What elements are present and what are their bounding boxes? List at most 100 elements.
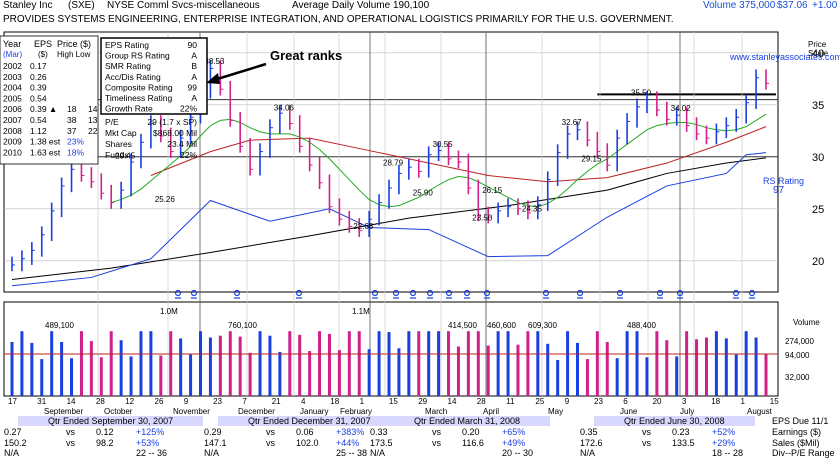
eps-row-year: 2006 [3, 104, 22, 114]
volume-bar [585, 359, 589, 396]
eps-row-year: 2007 [3, 115, 22, 125]
quarter-pe-range: 20 -- 30 [502, 448, 534, 458]
eps-subheader: ($) [38, 50, 48, 59]
eps-row-year: 2005 [3, 93, 22, 103]
volume-bar [159, 355, 163, 396]
rating-value: A [191, 72, 197, 82]
quarter-eps-current: 0.29 [204, 427, 222, 437]
volume-bar [347, 331, 351, 396]
event-marker [426, 289, 434, 297]
earnings-label: Earnings ($) [772, 427, 822, 437]
volume-tick-label: 274,000 [785, 337, 814, 346]
x-day-tick: 23 [594, 397, 603, 406]
eps-table [0, 35, 99, 165]
quarter-vs: vs [66, 438, 75, 448]
volume-bar [516, 344, 520, 396]
volume-bar [40, 359, 44, 396]
quarter-vs: vs [432, 427, 441, 437]
eps-row-high: 18 [67, 104, 77, 114]
rating-label: Timeliness Rating [105, 93, 173, 103]
div-pe-label: Div--P/E Range [772, 448, 835, 458]
rating-label: Acc/Dis Rating [105, 72, 161, 82]
volume-bar [724, 338, 728, 396]
volume-bar [179, 338, 183, 396]
volume-bar [278, 351, 282, 396]
rating-value: A [191, 51, 197, 61]
quarter-vs: vs [266, 427, 275, 437]
eps-due-date: EPS Due 11/1 [772, 416, 829, 426]
stat-value: 29 (1.7 x SP) [147, 117, 197, 127]
eps-row-value: 1.12 [30, 126, 47, 136]
great-ranks-annotation: Great ranks [270, 48, 342, 63]
quarter-eps-current: 0.35 [580, 427, 598, 437]
quarter-eps-current: 0.33 [370, 427, 388, 437]
quarter-title: Qtr Ended June 30, 2008 [594, 416, 755, 426]
price-annotation: 25.90 [413, 188, 434, 197]
price-change: +1.00 [812, 0, 838, 11]
event-marker [371, 289, 379, 297]
quarter-pe-range: 22 -- 36 [136, 448, 168, 458]
volume-annotation: 488,400 [627, 321, 656, 330]
stat-label: Funds [105, 150, 129, 160]
volume-bar [298, 334, 302, 396]
quarter-vs: vs [266, 438, 275, 448]
eps-row-year: 2009 [3, 137, 22, 147]
price-annotation: 23.50 [472, 213, 493, 222]
y-tick-label: 30 [812, 152, 824, 164]
x-month-label: September [44, 407, 83, 416]
volume-bar [566, 331, 570, 396]
eps-row-high: 37 [67, 126, 77, 136]
volume-bar [258, 331, 262, 396]
volume-bar [476, 331, 480, 396]
x-day-tick: 3 [682, 397, 687, 406]
volume-annotation: 489,100 [45, 321, 74, 330]
annotation-arrow [213, 62, 267, 82]
volume-bar [615, 358, 619, 396]
volume-bar [169, 331, 173, 396]
volume-tick-label: 32,000 [785, 373, 810, 382]
quarter-eps-current: 0.27 [4, 427, 22, 437]
quarter-sales-current: 147.1 [204, 438, 227, 448]
x-day-tick: 29 [418, 397, 427, 406]
event-marker [483, 289, 491, 297]
volume-bar [625, 331, 629, 396]
rating-label: SMR Rating [105, 61, 151, 71]
volume-bar [764, 353, 768, 396]
rating-value: 90 [188, 40, 198, 50]
volume-pane-frame [3, 301, 779, 397]
quarter-vs: vs [642, 427, 651, 437]
quarter-sales-current: 150.2 [4, 438, 27, 448]
quarter-sales-change: +49% [502, 438, 526, 448]
quarter-eps-prior: 0.23 [672, 427, 690, 437]
quarter-div: N/A [4, 448, 20, 458]
eps-row-value: 1.63 est [30, 147, 61, 157]
volume-bar [10, 342, 14, 396]
quarter-sales-current: 172.6 [580, 438, 603, 448]
volume-bar [506, 331, 510, 396]
x-day-tick: 9 [565, 397, 570, 406]
quarter-sales-change: +29% [712, 438, 736, 448]
x-day-tick: 11 [506, 397, 515, 406]
stat-label: P/E [105, 117, 119, 127]
rating-value: 99 [188, 82, 198, 92]
volume-bar [238, 336, 242, 396]
volume-bar [139, 331, 143, 396]
quarter-sales-prior: 98.2 [96, 438, 114, 448]
avg-volume: Average Daily Volume 190,100 [292, 0, 430, 11]
x-day-tick: 28 [477, 397, 486, 406]
quarter-eps-change: +65% [502, 427, 526, 437]
volume-label: Volume [793, 318, 820, 327]
company-name: Stanley Inc [3, 0, 53, 11]
price-annotation: 34.06 [274, 104, 295, 113]
volume-bar [427, 331, 431, 396]
exchange: NYSE [107, 0, 135, 11]
eps-row-high: 18% [67, 147, 84, 157]
event-marker [233, 289, 241, 297]
event-marker [445, 289, 453, 297]
rating-label: Group RS Rating [105, 51, 170, 61]
volume-bar [496, 331, 500, 396]
volume-bar [466, 331, 470, 396]
volume-bar [546, 343, 550, 396]
volume-bar [129, 356, 133, 396]
eps-header-eps: EPS [34, 39, 52, 49]
